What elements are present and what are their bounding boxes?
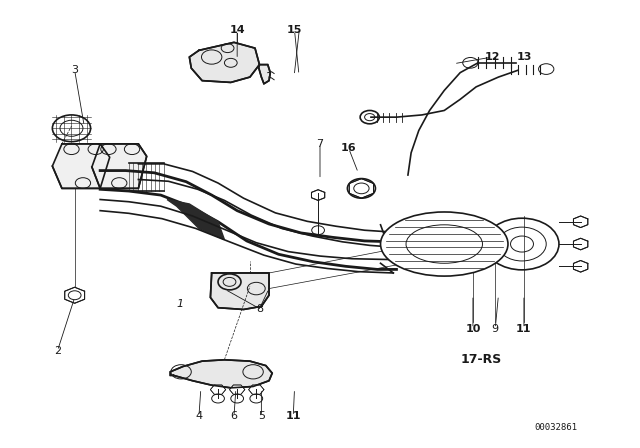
Polygon shape <box>167 199 225 240</box>
Polygon shape <box>573 260 588 272</box>
Text: 1: 1 <box>176 299 184 309</box>
Text: 8: 8 <box>256 304 263 314</box>
Text: 6: 6 <box>230 411 237 421</box>
Text: 15: 15 <box>287 26 302 35</box>
Ellipse shape <box>381 212 508 276</box>
Text: 5: 5 <box>258 411 265 421</box>
Polygon shape <box>573 216 588 228</box>
Text: 14: 14 <box>229 26 245 35</box>
Text: 11: 11 <box>285 411 301 421</box>
Text: 17-RS: 17-RS <box>460 353 501 366</box>
Polygon shape <box>230 385 245 394</box>
Text: 7: 7 <box>316 139 324 149</box>
Polygon shape <box>312 190 324 200</box>
Text: 12: 12 <box>484 52 500 62</box>
Polygon shape <box>92 144 147 188</box>
Text: 2: 2 <box>54 346 61 356</box>
Text: 13: 13 <box>516 52 532 62</box>
Polygon shape <box>259 65 270 84</box>
Polygon shape <box>65 287 84 303</box>
Text: 16: 16 <box>341 143 356 153</box>
Polygon shape <box>211 385 226 394</box>
Polygon shape <box>211 273 269 310</box>
Text: 00032861: 00032861 <box>534 423 577 432</box>
Polygon shape <box>573 238 588 250</box>
Text: 10: 10 <box>465 323 481 334</box>
Text: 9: 9 <box>492 323 499 334</box>
Polygon shape <box>52 144 109 188</box>
Polygon shape <box>189 43 259 82</box>
Text: 4: 4 <box>195 411 202 421</box>
Polygon shape <box>170 360 272 388</box>
Text: 11: 11 <box>516 323 532 334</box>
Polygon shape <box>248 385 264 394</box>
Text: 3: 3 <box>71 65 78 75</box>
